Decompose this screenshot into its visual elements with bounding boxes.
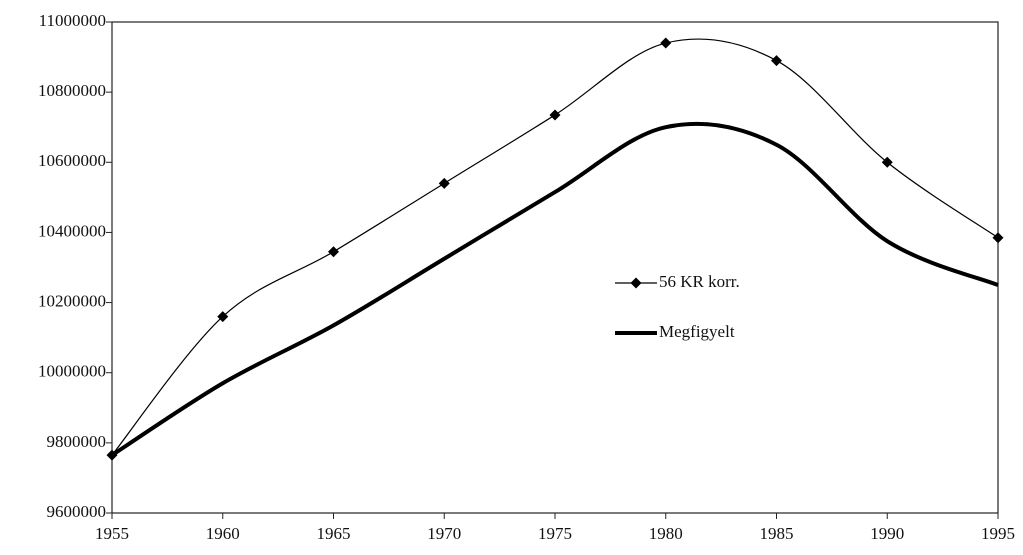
y-tick-label: 11000000 (39, 11, 106, 30)
y-tick-label: 10000000 (38, 362, 106, 381)
marker (881, 156, 893, 168)
marker (992, 232, 1004, 244)
x-tick-label: 1970 (427, 524, 461, 543)
x-tick-label: 1960 (206, 524, 240, 543)
legend-marker (630, 277, 642, 289)
x-tick-label: 1965 (317, 524, 351, 543)
marker (771, 55, 782, 67)
marker (328, 246, 339, 258)
y-tick-label: 10400000 (38, 221, 106, 240)
marker (217, 311, 229, 323)
marker (549, 109, 561, 121)
x-tick-label: 1975 (538, 524, 572, 543)
y-tick-label: 10200000 (38, 291, 106, 310)
series-line (110, 121, 999, 457)
legend-label: 56 KR korr. (659, 272, 740, 291)
series-line (111, 38, 999, 456)
y-tick-label: 9800000 (47, 432, 107, 451)
y-tick-label: 9600000 (47, 502, 107, 521)
legend-label: Megfigyelt (659, 322, 735, 341)
marker (660, 37, 672, 49)
y-tick-label: 10800000 (38, 81, 106, 100)
y-tick-label: 10600000 (38, 151, 106, 170)
x-tick-label: 1995 (981, 524, 1015, 543)
plot-frame (111, 21, 999, 514)
x-tick-label: 1980 (649, 524, 683, 543)
x-tick-label: 1955 (95, 524, 129, 543)
x-tick-label: 1990 (870, 524, 904, 543)
marker (438, 177, 450, 189)
x-tick-label: 1985 (760, 524, 794, 543)
